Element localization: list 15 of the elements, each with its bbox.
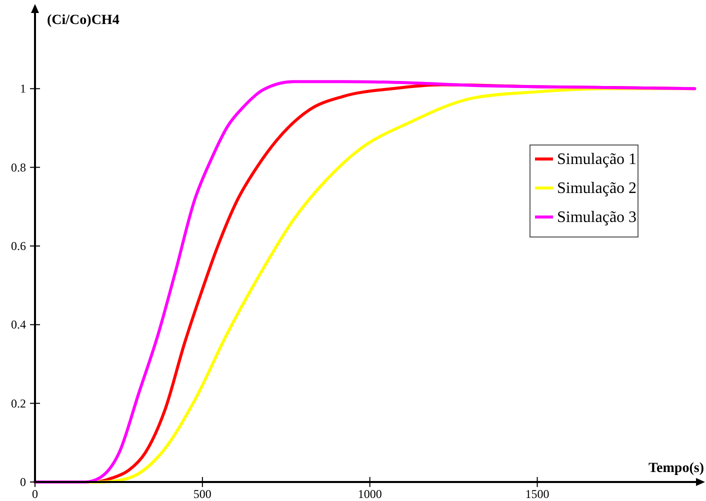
y-tick-label: 0.4	[11, 318, 26, 332]
x-axis-title: Tempo(s)	[648, 461, 704, 476]
y-tick-label: 0.8	[11, 160, 26, 174]
x-tick-label: 0	[32, 487, 38, 501]
y-tick-label: 1	[20, 82, 26, 96]
y-tick-label: 0.6	[11, 239, 26, 253]
y-tick-label: 0.2	[11, 396, 26, 410]
legend-label: Simulação 1	[557, 151, 637, 168]
x-tick-label: 1500	[525, 487, 550, 501]
legend-label: Simulação 2	[557, 180, 637, 197]
legend-label: Simulação 3	[557, 209, 637, 226]
y-tick-label: 0	[20, 475, 26, 489]
x-tick-label: 500	[193, 487, 212, 501]
y-axis-title: (Ci/Co)CH4	[47, 13, 120, 28]
x-tick-label: 1000	[358, 487, 382, 501]
